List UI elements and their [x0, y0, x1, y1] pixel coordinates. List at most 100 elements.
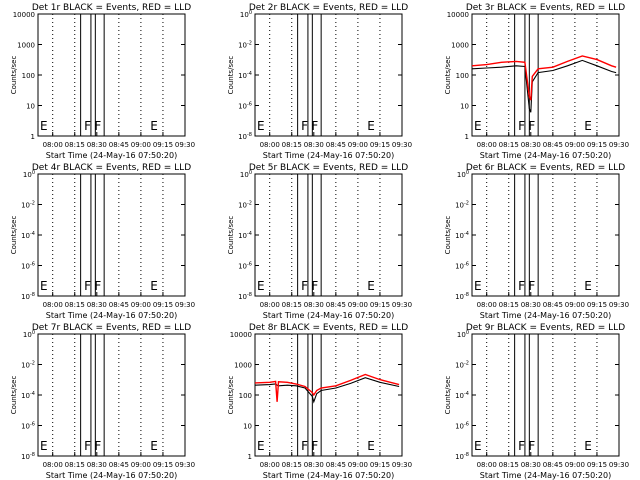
y-tick-label: 1 — [465, 133, 469, 141]
event-marker-label: F — [94, 119, 101, 133]
x-tick-label: 09:00 — [348, 301, 368, 309]
x-tick-label: 09:30 — [392, 301, 412, 309]
y-tick-label: 10-4 — [21, 391, 35, 400]
y-tick-label: 10-6 — [238, 102, 252, 111]
x-axis-label: Start Time (24-May-16 07:50:20) — [480, 471, 611, 480]
event-marker-label: E — [40, 119, 48, 133]
x-axis-label: Start Time (24-May-16 07:50:20) — [263, 471, 394, 480]
x-tick-label: 09:30 — [392, 461, 412, 469]
y-tick-label: 10-8 — [238, 132, 252, 141]
x-tick-label: 09:15 — [587, 141, 607, 149]
event-marker-label: F — [301, 119, 308, 133]
chart-title: Det 6r BLACK = Events, RED = LLD — [466, 163, 625, 173]
event-marker-label: E — [257, 119, 265, 133]
y-tick-label: 10-8 — [455, 452, 469, 461]
event-marker-label: F — [84, 439, 91, 453]
x-tick-label: 09:15 — [370, 301, 390, 309]
x-tick-label: 08:00 — [477, 141, 497, 149]
event-marker-label: E — [257, 439, 265, 453]
event-marker-label: E — [367, 119, 375, 133]
x-tick-label: 08:45 — [326, 141, 346, 149]
y-tick-label: 1000 — [234, 362, 252, 370]
x-tick-label: 09:00 — [348, 461, 368, 469]
x-tick-label: 08:45 — [543, 141, 563, 149]
event-marker-label: F — [94, 279, 101, 293]
x-tick-label: 08:45 — [109, 141, 129, 149]
event-marker-label: E — [474, 119, 482, 133]
event-marker-label: E — [474, 439, 482, 453]
y-tick-label: 10-8 — [238, 292, 252, 301]
y-tick-label: 10-6 — [21, 262, 35, 271]
y-tick-label: 100 — [240, 170, 252, 179]
x-tick-label: 08:15 — [282, 301, 302, 309]
x-tick-label: 09:00 — [131, 461, 151, 469]
x-tick-label: 09:30 — [609, 461, 629, 469]
x-tick-label: 09:15 — [587, 461, 607, 469]
x-tick-label: 09:00 — [565, 301, 585, 309]
chart-title: Det 5r BLACK = Events, RED = LLD — [249, 163, 408, 173]
y-axis-label: Counts/sec — [444, 216, 452, 255]
x-tick-label: 08:15 — [282, 141, 302, 149]
x-tick-label: 09:30 — [175, 301, 195, 309]
x-tick-label: 08:30 — [87, 141, 107, 149]
y-tick-label: 100 — [240, 10, 252, 19]
x-tick-label: 08:45 — [543, 461, 563, 469]
x-tick-label: 09:00 — [565, 141, 585, 149]
y-axis-label: Counts/sec — [10, 376, 18, 415]
event-marker-label: E — [150, 439, 158, 453]
event-marker-label: E — [40, 279, 48, 293]
x-tick-label: 08:00 — [260, 461, 280, 469]
x-tick-label: 08:15 — [65, 301, 85, 309]
x-tick-label: 08:30 — [304, 141, 324, 149]
y-tick-label: 10-6 — [21, 422, 35, 431]
x-tick-label: 08:30 — [87, 461, 107, 469]
x-tick-label: 08:15 — [282, 461, 302, 469]
y-tick-label: 10-2 — [21, 201, 35, 210]
x-axis-label: Start Time (24-May-16 07:50:20) — [263, 151, 394, 160]
event-marker-label: F — [311, 439, 318, 453]
y-tick-label: 10 — [460, 103, 469, 111]
x-tick-label: 09:30 — [609, 301, 629, 309]
x-tick-label: 08:30 — [521, 301, 541, 309]
chart-title: Det 3r BLACK = Events, RED = LLD — [466, 3, 625, 13]
x-tick-label: 08:30 — [521, 461, 541, 469]
series-line — [254, 373, 400, 402]
event-marker-label: E — [584, 439, 592, 453]
x-tick-label: 08:15 — [65, 141, 85, 149]
x-tick-label: 09:15 — [153, 461, 173, 469]
x-tick-label: 08:45 — [326, 301, 346, 309]
event-marker-label: F — [518, 119, 525, 133]
chart-panel: Det 1r BLACK = Events, RED = LLD 1 10 100 10… — [10, 3, 195, 160]
x-tick-label: 09:00 — [131, 301, 151, 309]
x-tick-label: 08:15 — [499, 141, 519, 149]
y-tick-label: 10-4 — [21, 231, 35, 240]
x-axis-label: Start Time (24-May-16 07:50:20) — [46, 311, 177, 320]
y-axis-label: Counts/sec — [10, 216, 18, 255]
x-tick-label: 09:00 — [131, 141, 151, 149]
y-axis-label: Counts/sec — [444, 56, 452, 95]
x-tick-label: 08:30 — [521, 141, 541, 149]
chart-panel: Det 5r BLACK = Events, RED = LLD 10-8 10-6… — [227, 163, 412, 320]
chart-panel: Det 3r BLACK = Events, RED = LLD 1 10 100 10… — [444, 3, 629, 160]
x-tick-label: 09:00 — [565, 461, 585, 469]
y-tick-label: 10-6 — [455, 262, 469, 271]
x-tick-label: 08:15 — [65, 461, 85, 469]
y-tick-label: 10-2 — [455, 201, 469, 210]
chart-panel: Det 6r BLACK = Events, RED = LLD 10-8 10-6… — [444, 163, 629, 320]
x-tick-label: 09:15 — [153, 301, 173, 309]
x-tick-label: 08:00 — [260, 301, 280, 309]
y-tick-label: 10-2 — [455, 361, 469, 370]
event-marker-label: F — [518, 279, 525, 293]
y-tick-label: 10-6 — [455, 422, 469, 431]
x-tick-label: 08:00 — [477, 301, 497, 309]
chart-panel: Det 9r BLACK = Events, RED = LLD 10-8 10-6… — [444, 323, 629, 480]
event-marker-label: F — [94, 439, 101, 453]
x-tick-label: 08:00 — [477, 461, 497, 469]
x-tick-label: 08:00 — [43, 301, 63, 309]
y-axis-label: Counts/sec — [444, 376, 452, 415]
x-tick-label: 08:15 — [499, 461, 519, 469]
y-tick-label: 10-8 — [21, 452, 35, 461]
chart-title: Det 9r BLACK = Events, RED = LLD — [466, 323, 625, 333]
chart-title: Det 7r BLACK = Events, RED = LLD — [32, 323, 191, 333]
y-tick-label: 10-4 — [455, 231, 469, 240]
